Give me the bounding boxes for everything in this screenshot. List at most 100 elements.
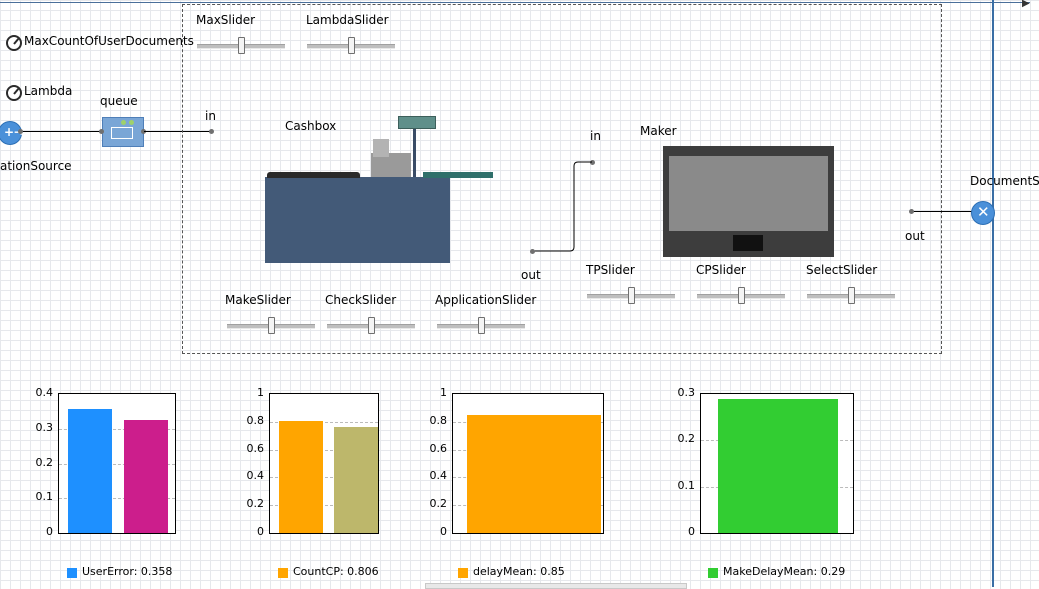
gridline xyxy=(270,477,378,479)
select-slider-label: SelectSlider xyxy=(806,263,878,277)
port[interactable] xyxy=(99,129,104,134)
in-port[interactable] xyxy=(209,129,214,134)
in-label: in xyxy=(205,109,216,123)
port[interactable] xyxy=(909,209,914,214)
make-slider-label: MakeSlider xyxy=(225,293,291,307)
monitor-screen xyxy=(669,156,828,231)
legend-swatch xyxy=(708,568,718,578)
maker-label: Maker xyxy=(640,124,677,138)
register-pole xyxy=(413,125,416,177)
y-tick-label: 0.6 xyxy=(246,441,265,455)
cashbox-label: Cashbox xyxy=(285,119,337,133)
y-tick-label: 1 xyxy=(440,386,447,399)
connector-line xyxy=(20,131,102,132)
y-tick-label: 0 xyxy=(46,525,53,538)
top-border-line xyxy=(0,2,1030,3)
parameter-lambda-label: Lambda xyxy=(24,84,73,98)
bar-chart xyxy=(58,393,176,534)
bar-chart xyxy=(452,393,604,534)
y-tick-label: 0.1 xyxy=(35,490,54,504)
legend-swatch xyxy=(67,568,77,578)
y-tick-label: 0.2 xyxy=(35,455,54,469)
counter-body xyxy=(265,177,450,263)
register-body xyxy=(371,153,411,177)
application-slider-label: ApplicationSlider xyxy=(435,293,537,307)
y-tick-label: 0.1 xyxy=(677,478,696,492)
y-tick-label: 1 xyxy=(257,386,264,399)
in-label: in xyxy=(590,129,601,143)
port[interactable] xyxy=(18,129,23,134)
top-right-arrow-icon: ▶ xyxy=(1022,0,1030,9)
parameter-icon[interactable] xyxy=(6,85,22,101)
bar[interactable] xyxy=(124,420,168,533)
y-tick-label: 0.3 xyxy=(677,386,696,399)
counter-top xyxy=(267,172,360,178)
bar-chart xyxy=(269,393,379,534)
y-tick-label: 0.8 xyxy=(246,413,265,427)
bar-chart xyxy=(700,393,854,534)
bar[interactable] xyxy=(279,420,323,533)
out-label: out xyxy=(905,229,925,243)
parameter-icon[interactable] xyxy=(6,35,22,51)
tp-slider-label: TPSlider xyxy=(586,263,635,277)
scrollbar-stub[interactable] xyxy=(425,583,687,589)
bar[interactable] xyxy=(334,427,378,533)
source-arrow-icon: +→ xyxy=(4,125,25,139)
sink-label: DocumentSi xyxy=(970,174,1039,188)
queue-led-icon xyxy=(121,120,126,125)
subsystem-frame xyxy=(182,4,942,354)
price-display xyxy=(398,116,436,129)
lambda-slider-label: LambdaSlider xyxy=(306,13,389,27)
gridline xyxy=(270,449,378,451)
sink-block[interactable]: ✕ xyxy=(971,201,995,225)
queue-label: queue xyxy=(100,94,138,108)
y-tick-label: 0.2 xyxy=(246,497,265,511)
application-slider-thumb[interactable] xyxy=(478,317,485,334)
check-slider-label: CheckSlider xyxy=(325,293,397,307)
bar[interactable] xyxy=(467,414,601,533)
queue-led-icon xyxy=(129,120,134,125)
y-tick-label: 0.6 xyxy=(429,441,448,455)
out-label: out xyxy=(521,268,541,282)
gridline xyxy=(59,463,175,465)
source-label: ationSource xyxy=(0,159,72,173)
lambda-slider-thumb[interactable] xyxy=(348,37,355,54)
connector-line xyxy=(144,131,212,132)
conveyor-belt xyxy=(423,172,493,178)
max-slider-label: MaxSlider xyxy=(196,13,256,27)
bar[interactable] xyxy=(68,408,112,533)
legend-label: delayMean: 0.85 xyxy=(473,565,565,578)
in-port[interactable] xyxy=(590,160,595,165)
max-slider-thumb[interactable] xyxy=(238,37,245,54)
register-display xyxy=(373,139,389,157)
y-tick-label: 0.4 xyxy=(35,386,54,399)
out-port[interactable] xyxy=(530,249,535,254)
queue-icon xyxy=(111,127,133,139)
bar[interactable] xyxy=(718,398,838,533)
y-tick-label: 0 xyxy=(688,525,695,538)
cashbox-image[interactable] xyxy=(265,115,495,265)
parameter-maxcount-label: MaxCountOfUserDocuments xyxy=(24,34,194,48)
tp-slider-thumb[interactable] xyxy=(628,287,635,304)
connector-line xyxy=(913,211,973,212)
legend-label: UserError: 0.358 xyxy=(82,565,173,578)
maker-monitor[interactable] xyxy=(663,146,834,257)
connector-path xyxy=(533,161,592,252)
check-slider-thumb[interactable] xyxy=(368,317,375,334)
cp-slider-thumb[interactable] xyxy=(738,287,745,304)
y-tick-label: 0.2 xyxy=(677,432,696,446)
queue-block[interactable] xyxy=(102,117,144,147)
close-icon: ✕ xyxy=(977,203,990,221)
legend-swatch xyxy=(458,568,468,578)
gridline xyxy=(59,498,175,500)
select-slider-thumb[interactable] xyxy=(848,287,855,304)
legend-label: CountCP: 0.806 xyxy=(293,565,379,578)
port[interactable] xyxy=(141,129,146,134)
y-tick-label: 0.3 xyxy=(35,420,54,434)
cp-slider-label: CPSlider xyxy=(696,263,746,277)
monitor-stand xyxy=(733,235,763,251)
legend-label: MakeDelayMean: 0.29 xyxy=(723,565,846,578)
make-slider-thumb[interactable] xyxy=(268,317,275,334)
y-tick-label: 0.2 xyxy=(429,497,448,511)
y-tick-label: 0.4 xyxy=(246,469,265,483)
